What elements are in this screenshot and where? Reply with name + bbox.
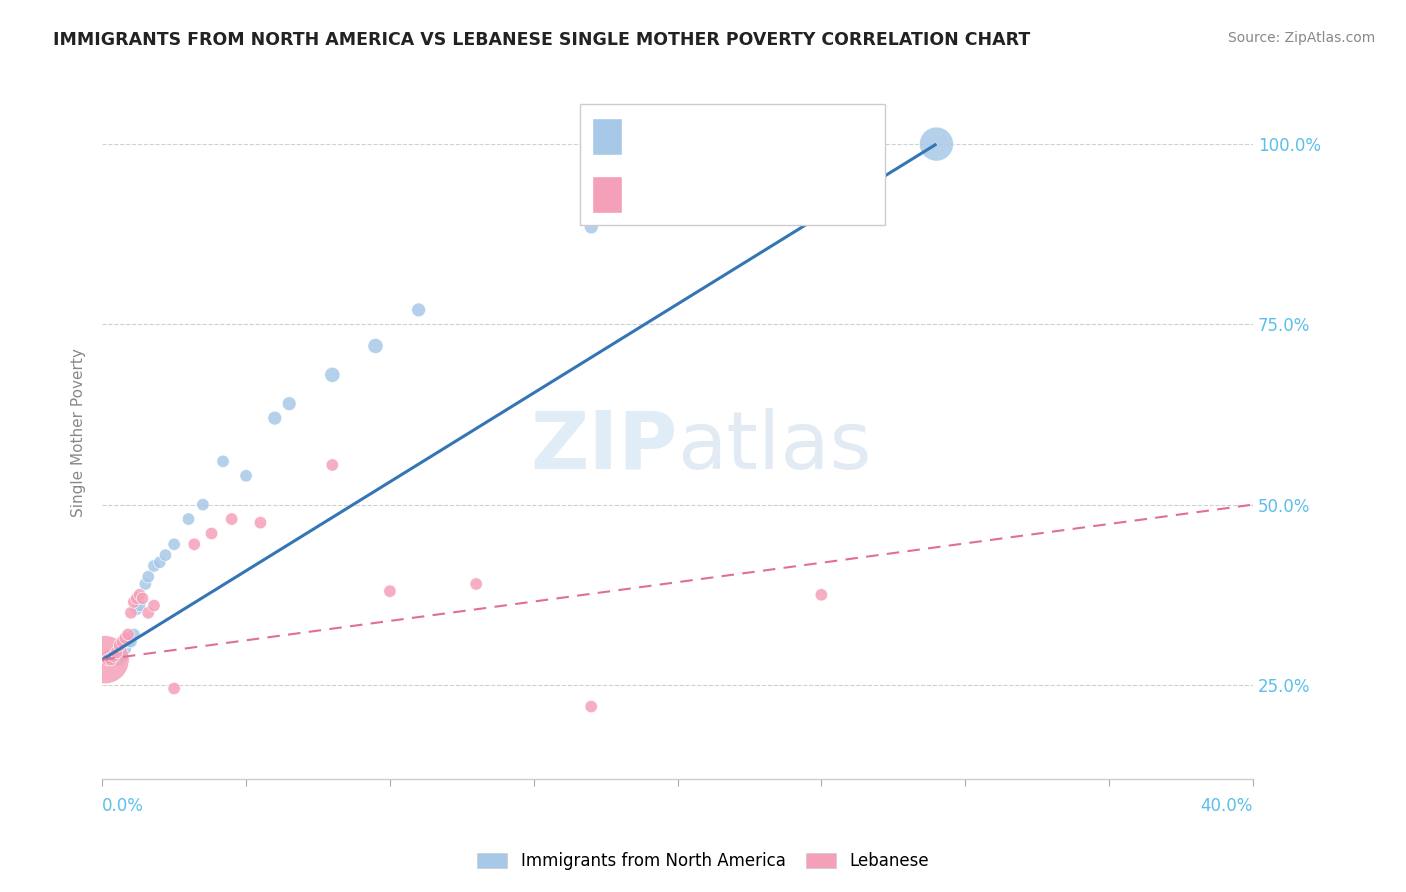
Point [108, 653, 131, 667]
Point [100, 653, 122, 667]
Point [136, 606, 159, 620]
Point [134, 577, 156, 591]
Point [100, 653, 122, 667]
Point [581, 699, 603, 714]
Point [117, 627, 139, 641]
Point [97, 653, 120, 667]
Point [183, 537, 205, 551]
Point [125, 602, 148, 616]
Point [278, 397, 301, 411]
Point [117, 634, 139, 648]
Point [321, 458, 343, 472]
Point [125, 591, 148, 606]
Point [163, 537, 186, 551]
Point [200, 526, 222, 541]
Point [408, 302, 430, 317]
Point [108, 638, 131, 652]
Point [120, 606, 142, 620]
Point [810, 588, 832, 602]
Y-axis label: Single Mother Poverty: Single Mother Poverty [72, 348, 86, 517]
Legend: Immigrants from North America, Lebanese: Immigrants from North America, Lebanese [471, 846, 935, 877]
Point [114, 631, 136, 645]
Point [97, 649, 120, 664]
Point [105, 645, 128, 659]
Point [94, 653, 117, 667]
Text: IMMIGRANTS FROM NORTH AMERICA VS LEBANESE SINGLE MOTHER POVERTY CORRELATION CHAR: IMMIGRANTS FROM NORTH AMERICA VS LEBANES… [53, 31, 1031, 49]
Point [128, 599, 150, 613]
Point [143, 558, 166, 573]
Point [120, 634, 142, 648]
Point [378, 584, 401, 599]
Point [114, 641, 136, 656]
Point [191, 498, 214, 512]
Point [321, 368, 343, 382]
Point [221, 512, 243, 526]
Point [364, 339, 387, 353]
Text: ZIP: ZIP [530, 408, 678, 486]
Point [235, 468, 257, 483]
Point [94, 653, 117, 667]
Point [143, 599, 166, 613]
Point [136, 570, 159, 584]
Text: Source: ZipAtlas.com: Source: ZipAtlas.com [1227, 31, 1375, 45]
Point [122, 595, 145, 609]
Point [149, 555, 172, 569]
Point [111, 634, 134, 648]
Point [581, 219, 603, 234]
Text: 40.0%: 40.0% [1201, 797, 1253, 814]
Point [925, 136, 948, 151]
Text: atlas: atlas [678, 408, 872, 486]
Point [128, 588, 150, 602]
Point [465, 577, 488, 591]
Point [111, 649, 134, 664]
Point [131, 591, 153, 606]
Point [212, 454, 235, 468]
Point [263, 411, 285, 425]
Text: 0.0%: 0.0% [103, 797, 143, 814]
Point [103, 653, 125, 667]
Point [122, 627, 145, 641]
Point [177, 512, 200, 526]
Point [163, 681, 186, 696]
Point [155, 548, 177, 562]
Point [103, 649, 125, 664]
Point [249, 516, 271, 530]
